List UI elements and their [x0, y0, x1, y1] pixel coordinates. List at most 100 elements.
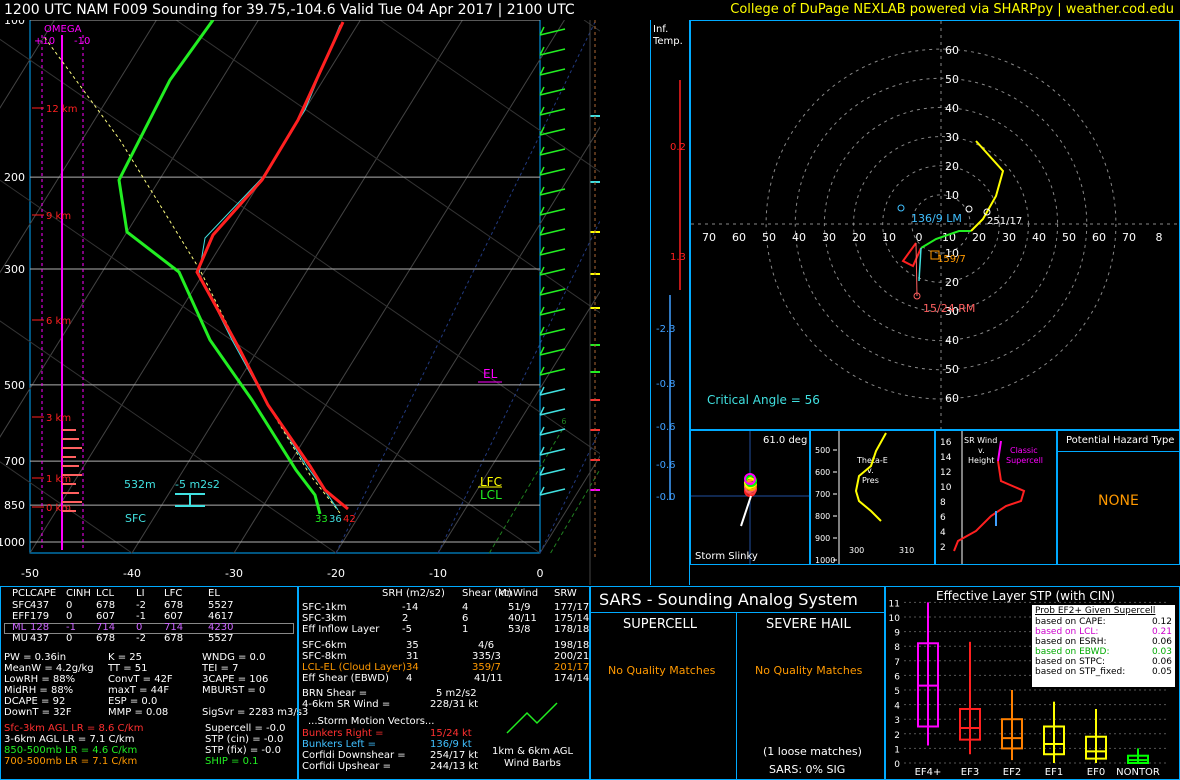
- wind-barb: [539, 388, 566, 396]
- parcel-cell: 5527: [208, 633, 234, 644]
- index-value: TEI = 7: [202, 663, 239, 674]
- prob-label: based on CAPE:: [1035, 617, 1106, 627]
- hodograph-axis-label: 0: [916, 231, 923, 244]
- brn-label: BRN Shear =: [302, 688, 368, 699]
- index-value: K = 25: [108, 652, 143, 663]
- thetae-y-tick: 800: [815, 512, 830, 521]
- kin-value: 177/17: [554, 602, 590, 613]
- wind-barb-flag: [539, 446, 545, 456]
- sars-panel: SARS - Sounding Analog System SUPERCELL …: [590, 586, 885, 780]
- el-label: EL: [483, 367, 498, 381]
- hodograph-ring-label: 50: [945, 73, 959, 86]
- agl-wind-barbs: [506, 702, 558, 734]
- kin-value: 51/9: [508, 602, 531, 613]
- hodograph-axis-label: 10: [882, 231, 896, 244]
- kin-row-label: SFC-6km: [302, 640, 347, 651]
- kin-value: 2: [402, 613, 409, 624]
- parcel-cell: 678: [164, 633, 184, 644]
- inf-temp-title: Inf.: [653, 24, 669, 35]
- advection-value: -0.8: [656, 379, 676, 390]
- stp-category: NONTOR: [1116, 767, 1160, 778]
- prob-value: 0.05: [1151, 667, 1172, 677]
- isotherm: [0, 20, 157, 274]
- wind-barb-flag: [539, 466, 545, 476]
- parcel-cell: -2: [136, 600, 146, 611]
- slinky-angle: 61.0 deg: [763, 435, 807, 446]
- thetae-title-3: Pres: [862, 476, 879, 485]
- wind-barb: [539, 108, 566, 116]
- hodograph-ring-label: 10: [945, 247, 959, 260]
- sr46-label: 4-6km SR Wind =: [302, 699, 391, 710]
- srwind-trace-upper: [997, 440, 1002, 462]
- hodograph-axis-label: 20: [852, 231, 866, 244]
- prob-label: based on STPC:: [1035, 657, 1106, 667]
- temp-tick-label: -20: [327, 567, 345, 580]
- storm-motion-title: ...Storm Motion Vectors...: [308, 716, 435, 727]
- parcel-header: LCL: [96, 588, 115, 599]
- index-value: maxT = 44F: [108, 685, 170, 696]
- stp-y-tick: 10: [889, 614, 901, 624]
- wind-barb: [539, 68, 566, 76]
- pressure-tick-label: 200: [4, 171, 25, 184]
- kin-value: 1: [462, 624, 469, 635]
- height-label: 3 km: [46, 413, 71, 424]
- bunkers-rm-marker: [913, 292, 921, 300]
- kin-header: MnWind: [498, 588, 539, 599]
- stp-category: EF2: [1003, 767, 1021, 778]
- wind-barb: [539, 308, 566, 316]
- parcel-cell: 179: [30, 611, 50, 622]
- composite-index: STP (fix) = -0.0: [205, 745, 281, 756]
- dry-adiabat: [0, 38, 600, 455]
- stp-category: EF1: [1045, 767, 1063, 778]
- hodograph-trace-upper: [970, 140, 1005, 232]
- stp-box: [1043, 725, 1065, 756]
- prob-row: based on CAPE: 0.12: [1032, 617, 1175, 627]
- kin-value: 41/11: [474, 673, 503, 684]
- hodograph-ring-label: 50: [945, 363, 959, 376]
- stp-y-tick: 9: [894, 629, 900, 639]
- prob-value: 0.12: [1151, 617, 1172, 627]
- kin-value: 35: [406, 640, 419, 651]
- parcel-cell: ML: [12, 622, 27, 633]
- thetae-y-tick: 1000: [815, 556, 835, 564]
- srwind-y-tick: 6: [940, 513, 946, 523]
- advection-value: -0.0: [656, 492, 676, 503]
- isotherm: [335, 126, 600, 554]
- index-value: TT = 51: [108, 663, 148, 674]
- hodograph-axis-label: 70: [1122, 231, 1136, 244]
- stp-box: [1085, 735, 1107, 760]
- prob-row: based on LCL: 0.21: [1032, 627, 1175, 637]
- stp-y-tick: 4: [894, 702, 900, 712]
- stp-box: [1001, 718, 1023, 750]
- wind-barb-flag: [539, 286, 545, 296]
- kin-value: 359/7: [472, 662, 501, 673]
- sr-wind-panel: [935, 430, 1057, 565]
- corfidi-marker: [965, 205, 973, 213]
- sars-loose-matches: (1 loose matches): [763, 745, 862, 758]
- hodograph-axis-label: 30: [822, 231, 836, 244]
- hodograph-axis-label: 60: [732, 231, 746, 244]
- stp-y-tick: 6: [894, 672, 900, 682]
- kin-value: 34: [406, 662, 419, 673]
- index-value: MidRH = 88%: [4, 685, 74, 696]
- storm-slinky-chart: 61.0 deg Storm Slinky: [691, 431, 809, 564]
- advection-value: 1.3: [670, 252, 686, 263]
- index-value: PW = 0.36in: [4, 652, 67, 663]
- theta-e-panel: [810, 430, 935, 565]
- skew-t-chart: 6101418222630341002003005007008501000-50…: [0, 20, 600, 585]
- sars-supercell-label: SUPERCELL: [623, 617, 697, 632]
- kin-value: 175/14: [554, 613, 590, 624]
- parcel-cell: -1: [136, 611, 146, 622]
- wind-barb: [539, 488, 566, 496]
- wind-barb-flag: [539, 326, 545, 336]
- storm-motion-label: Corfidi Upshear =: [302, 761, 391, 772]
- wind-barb-flag: [539, 226, 545, 236]
- parcel-header: LFC: [164, 588, 183, 599]
- hodograph-trace-lm: [918, 247, 922, 282]
- pressure-tick-label: 700: [4, 455, 25, 468]
- lfc-label: LFC: [480, 475, 502, 489]
- hodograph-ring-label: 60: [945, 392, 959, 405]
- wind-barb: [539, 208, 566, 216]
- stp-category: EF0: [1087, 767, 1105, 778]
